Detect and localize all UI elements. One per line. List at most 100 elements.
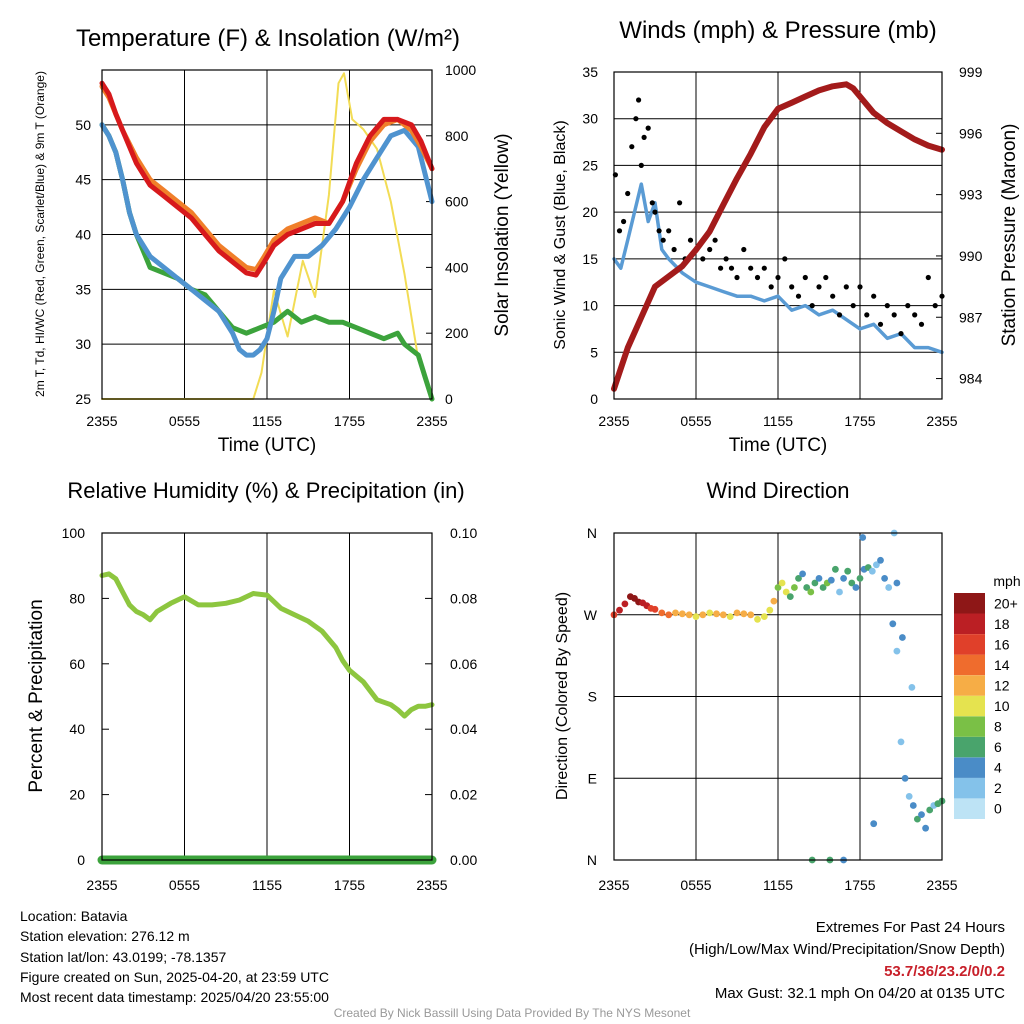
gust-point	[687, 237, 694, 243]
temperature-x-tick-label: 2355	[86, 413, 117, 429]
series-sonic-wind	[612, 182, 944, 355]
humidity-y-tick-label: 0	[77, 852, 85, 868]
wind-x-tick-label: 1155	[763, 413, 793, 429]
gust-point	[843, 284, 849, 290]
gust-point	[877, 321, 884, 327]
wind-x-axis-label: Time (UTC)	[729, 435, 828, 456]
direction-point	[844, 567, 852, 575]
temperature-title: Temperature (F) & Insolation (W/m²)	[76, 25, 460, 52]
gust-point	[809, 303, 815, 309]
direction-x-tick-label: 2355	[598, 877, 629, 893]
colorbar-label: 14	[994, 657, 1010, 673]
humidity-panel: Relative Humidity (%) & Precipitation (i…	[26, 478, 477, 893]
wind-y-tick-label: 35	[582, 64, 598, 80]
direction-x-tick-label: 0555	[680, 877, 711, 893]
pressure-y-tick-label: 993	[959, 187, 983, 203]
direction-point	[819, 584, 827, 591]
direction-point	[706, 609, 714, 617]
direction-point	[926, 806, 934, 814]
colorbar-swatch	[954, 593, 985, 614]
gust-point	[830, 293, 836, 299]
precip-y-tick-label: 0.04	[450, 721, 477, 737]
precip-y-tick-label: 0.10	[450, 525, 477, 541]
precip-y-tick-label: 0.00	[450, 852, 477, 868]
direction-point	[868, 567, 876, 575]
wind-x-tick-label: 2355	[598, 413, 629, 429]
gust-point	[712, 237, 718, 243]
gust-point	[734, 274, 740, 281]
direction-point	[908, 684, 916, 691]
direction-point	[918, 811, 925, 818]
gust-point	[638, 162, 644, 168]
direction-point	[922, 824, 929, 832]
direction-y-tick-label: S	[588, 689, 597, 705]
extremes-values: 53.7/36/23.2/0/0.2	[884, 963, 1005, 980]
series-t9m	[99, 83, 435, 273]
gust-point	[621, 218, 627, 225]
insolation-y-tick-label: 600	[445, 194, 469, 210]
gust-point	[932, 303, 938, 309]
gust-point	[775, 274, 781, 281]
humidity-x-tick-label: 1155	[252, 877, 282, 893]
pressure-y-tick-label: 999	[959, 64, 983, 80]
direction-point	[877, 556, 884, 564]
gust-point	[754, 274, 761, 281]
colorbar-swatch	[954, 634, 985, 655]
colorbar-label: 12	[994, 678, 1010, 694]
gust-point	[789, 284, 795, 290]
direction-point	[713, 610, 720, 618]
direction-point	[616, 606, 623, 614]
wind-plot-frame	[613, 71, 943, 400]
direction-point	[774, 584, 782, 591]
temperature-y-tick-label: 45	[75, 172, 91, 188]
gust-point	[768, 284, 774, 290]
colorbar-label: 16	[994, 636, 1010, 652]
direction-point	[726, 613, 734, 620]
colorbar-label: 0	[994, 801, 1002, 817]
wind-x-tick-label: 1755	[844, 413, 875, 429]
direction-point	[815, 575, 823, 582]
gust-point	[857, 284, 863, 290]
direction-x-tick-label: 2355	[926, 877, 957, 893]
speed-colorbar: mph 0 2 4 6 8 10 12 14 16 18 20+	[954, 573, 1021, 819]
gust-point	[898, 331, 904, 337]
humidity-x-tick-label: 2355	[416, 877, 447, 893]
direction-point	[778, 579, 786, 587]
direction-point	[733, 609, 741, 617]
direction-point	[870, 820, 878, 828]
figure-created-text: Figure created on Sun, 2025-04-20, at 23…	[20, 968, 329, 985]
colorbar-swatch	[954, 798, 985, 819]
direction-point	[893, 647, 901, 655]
gust-point	[925, 274, 931, 281]
gust-point	[666, 228, 672, 234]
direction-point	[836, 588, 843, 596]
direction-point	[651, 605, 659, 613]
gust-point	[723, 256, 729, 262]
gust-point	[671, 246, 677, 253]
gust-point	[836, 312, 843, 318]
direction-point	[699, 611, 707, 619]
direction-x-tick-label: 1755	[844, 877, 875, 893]
direction-y-tick-label: N	[587, 852, 597, 868]
humidity-y-tick-label: 40	[69, 721, 85, 737]
gust-point	[649, 200, 655, 206]
gust-point	[652, 209, 658, 215]
direction-point	[786, 593, 794, 600]
gust-point	[850, 303, 856, 309]
direction-point	[897, 738, 905, 746]
humidity-x-tick-label: 0555	[169, 877, 200, 893]
credit-text: Created By Nick Bassill Using Data Provi…	[333, 1006, 691, 1020]
colorbar-swatch	[954, 757, 985, 778]
gust-point	[795, 293, 802, 299]
gust-point	[625, 190, 631, 197]
gust-point	[616, 228, 623, 234]
direction-point	[678, 610, 686, 618]
direction-point	[889, 620, 897, 628]
direction-x-tick-label: 1155	[763, 877, 793, 893]
direction-point	[893, 579, 901, 587]
direction-point	[803, 584, 811, 591]
humidity-y-tick-label: 60	[69, 656, 85, 672]
direction-point	[832, 565, 839, 573]
temperature-y-tick-label: 35	[75, 281, 91, 297]
